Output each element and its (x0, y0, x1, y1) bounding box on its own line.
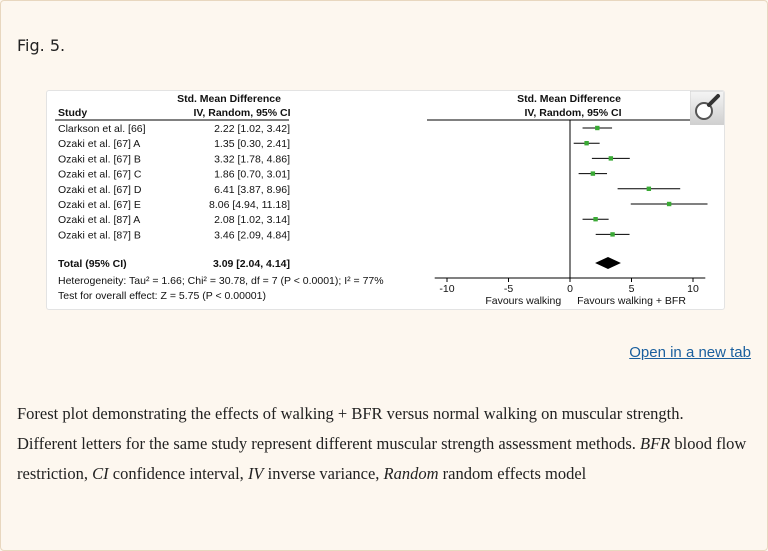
figure-caption: Forest plot demonstrating the effects of… (17, 399, 747, 489)
favours-right-label: Favours walking + BFR (577, 295, 686, 307)
figure-label: Fig. 5. (17, 36, 66, 55)
effect-marker (593, 217, 598, 222)
study-effect-label: 2.22 [1.02, 3.42] (214, 123, 290, 135)
caption-text: confidence interval, (108, 464, 248, 483)
effect-marker (608, 156, 614, 161)
effect-marker (666, 201, 672, 207)
study-name: Ozaki et al. [67] A (58, 138, 140, 150)
study-effect-label: 6.41 [3.87, 8.96] (214, 184, 290, 196)
total-effect-label: 3.09 [2.04, 4.14] (213, 258, 290, 270)
study-name: Ozaki et al. [67] C (58, 169, 142, 181)
study-name: Ozaki et al. [87] B (58, 229, 141, 241)
study-effect-label: 8.06 [4.94, 11.18] (209, 199, 290, 211)
x-tick-label: 5 (629, 283, 635, 295)
study-effect-label: 3.32 [1.78, 4.86] (214, 153, 290, 165)
study-name: Clarkson et al. [66] (58, 123, 146, 135)
x-tick-label: -10 (439, 283, 454, 295)
study-name: Ozaki et al. [67] B (58, 153, 141, 165)
study-name: Ozaki et al. [67] E (58, 199, 141, 211)
x-tick-label: 0 (567, 283, 573, 295)
forest-plot: Std. Mean Difference Study IV, Random, 95%… (55, 93, 710, 307)
caption-abbreviation: IV (247, 464, 264, 483)
open-in-new-tab-link[interactable]: Open in a new tab (629, 344, 751, 361)
caption-abbreviation: CI (92, 464, 109, 483)
study-effect-label: 1.86 [0.70, 3.01] (214, 169, 290, 181)
effect-marker (595, 125, 600, 131)
zoom-button[interactable] (690, 91, 724, 125)
study-name: Ozaki et al. [87] A (58, 214, 140, 226)
effect-column-header: Std. Mean Difference (177, 93, 281, 105)
x-tick-label: 10 (687, 283, 699, 295)
total-label: Total (95% CI) (58, 258, 127, 270)
caption-text: inverse variance, (263, 464, 384, 483)
plot-column-header: Std. Mean Difference (517, 93, 621, 105)
effect-marker (610, 232, 615, 237)
effect-column-subheader: IV, Random, 95% CI (193, 107, 290, 119)
heterogeneity-text: Heterogeneity: Tau² = 1.66; Chi² = 30.78… (58, 275, 384, 287)
x-tick-label: -5 (504, 283, 513, 295)
effect-marker (584, 141, 589, 146)
caption-abbreviation: Random (383, 464, 439, 483)
effect-marker (646, 186, 652, 191)
caption-text: random effects model (438, 464, 587, 483)
overall-effect-text: Test for overall effect: Z = 5.75 (P < 0… (58, 290, 266, 302)
magnifier-icon (690, 91, 724, 125)
caption-text: blood flow restriction, (17, 434, 747, 483)
plot-column-subheader: IV, Random, 95% CI (524, 107, 621, 119)
forest-plot-image[interactable]: Std. Mean Difference Study IV, Random, 95%… (46, 90, 725, 310)
study-effect-label: 3.46 [2.09, 4.84] (214, 229, 290, 241)
favours-left-label: Favours walking (485, 295, 561, 307)
pooled-effect-diamond (595, 257, 621, 269)
caption-abbreviation: BFR (640, 434, 671, 453)
study-effect-label: 1.35 [0.30, 2.41] (214, 138, 290, 150)
caption-text: Forest plot demonstrating the effects of… (17, 404, 684, 453)
effect-marker (590, 171, 596, 176)
study-name: Ozaki et al. [67] D (58, 184, 142, 196)
study-column-header: Study (58, 107, 87, 119)
study-effect-label: 2.08 [1.02, 3.14] (214, 214, 290, 226)
